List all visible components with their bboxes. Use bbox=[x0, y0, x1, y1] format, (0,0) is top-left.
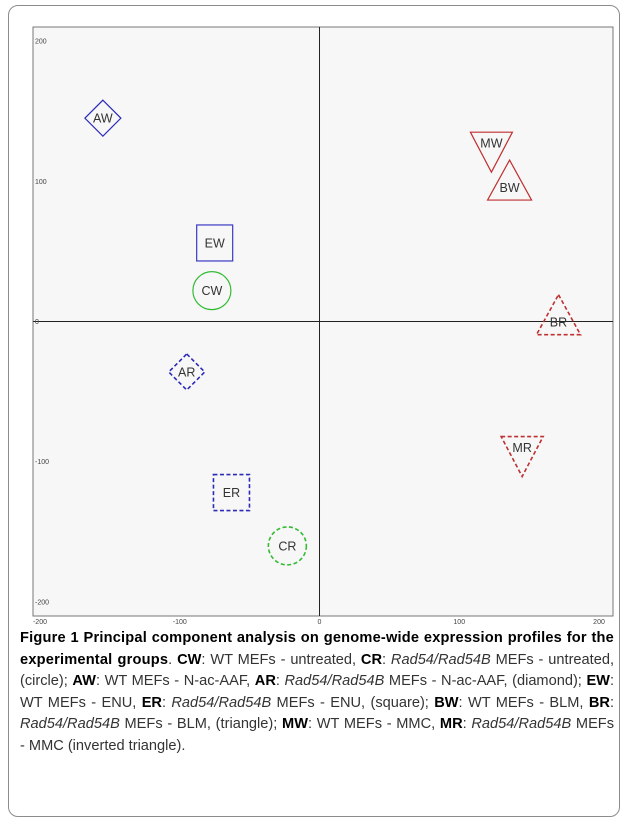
caption-group-code: EW bbox=[586, 673, 610, 690]
point-label: BR bbox=[550, 316, 567, 330]
caption-genotype: Rad54/Rad54B bbox=[20, 716, 120, 733]
axes bbox=[33, 27, 613, 616]
point-label: BW bbox=[500, 181, 520, 195]
caption-body: CW: WT MEFs - untreated, CR: Rad54/Rad54… bbox=[20, 651, 615, 754]
point-ar: AR bbox=[167, 352, 206, 392]
diamond-marker bbox=[84, 99, 122, 138]
point-cw: CW bbox=[192, 271, 232, 311]
y-tick-label: 0 bbox=[35, 319, 39, 326]
point-cr: CR bbox=[267, 526, 308, 566]
point-label: ER bbox=[223, 486, 240, 500]
point-label: AR bbox=[178, 365, 195, 379]
caption-title-end: . bbox=[168, 651, 173, 668]
point-label: MR bbox=[512, 441, 531, 455]
caption-group-code: AR bbox=[254, 673, 276, 690]
square-marker bbox=[212, 473, 251, 512]
x-tick-label: -200 bbox=[33, 619, 47, 625]
x-tick-label: 100 bbox=[453, 619, 465, 625]
figure-caption: Figure 1 Principal component analysis on… bbox=[20, 628, 614, 758]
point-ew: EW bbox=[196, 224, 234, 262]
triangle-marker bbox=[535, 293, 582, 336]
caption-title-block: Figure 1 Principal component analysis on… bbox=[20, 628, 614, 758]
caption-group-code: AW bbox=[72, 673, 96, 690]
data-points: AW AR EW ER CW CR MW MR BW BR bbox=[84, 99, 582, 566]
caption-title: Figure 1 Principal component analysis on… bbox=[20, 630, 614, 668]
caption-group-code: BW bbox=[434, 694, 459, 711]
square-marker bbox=[196, 224, 234, 262]
caption-group-code: ER bbox=[141, 694, 162, 711]
circle-marker bbox=[267, 526, 308, 566]
caption-genotype: Rad54/Rad54B bbox=[284, 673, 385, 690]
diamond-marker bbox=[167, 352, 206, 392]
point-label: EW bbox=[205, 236, 225, 250]
point-mr: MR bbox=[499, 435, 545, 479]
inverted-triangle-marker bbox=[469, 131, 514, 174]
point-er: ER bbox=[212, 473, 251, 512]
circle-marker bbox=[192, 271, 232, 311]
caption-genotype: Rad54/Rad54B bbox=[471, 716, 572, 733]
triangle-marker bbox=[486, 158, 533, 201]
point-br: BR bbox=[535, 293, 582, 336]
caption-group-code: MR bbox=[439, 716, 463, 733]
pca-scatter-plot: -200 -100 0 100 200 200 100 0 -100 -200 AW AR EW ER C… bbox=[32, 26, 614, 625]
x-tick-label: 200 bbox=[593, 619, 605, 625]
point-bw: BW bbox=[486, 158, 533, 201]
y-tick-label: -100 bbox=[35, 459, 49, 466]
point-mw: MW bbox=[469, 131, 514, 174]
y-tick-label: -200 bbox=[35, 599, 49, 606]
caption-group-code: CW bbox=[177, 651, 202, 668]
point-label: AW bbox=[93, 112, 113, 126]
caption-group-code: BR bbox=[588, 694, 610, 711]
inverted-triangle-marker bbox=[499, 435, 545, 479]
x-tick-label: -100 bbox=[173, 619, 187, 625]
y-tick-label: 200 bbox=[35, 39, 47, 46]
point-label: CW bbox=[201, 284, 222, 298]
caption-group-code: CR bbox=[360, 651, 382, 668]
caption-genotype: Rad54/Rad54B bbox=[171, 694, 272, 711]
point-label: MW bbox=[480, 137, 502, 151]
caption-genotype: Rad54/Rad54B bbox=[390, 651, 491, 668]
point-aw: AW bbox=[84, 99, 122, 138]
y-tick-label: 100 bbox=[35, 179, 47, 186]
point-label: CR bbox=[278, 539, 296, 553]
x-tick-label: 0 bbox=[318, 619, 322, 625]
caption-group-code: MW bbox=[282, 716, 308, 733]
tick-labels: -200 -100 0 100 200 200 100 0 -100 -200 bbox=[33, 39, 605, 625]
